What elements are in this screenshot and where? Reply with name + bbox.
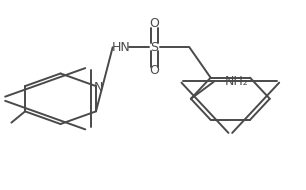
- Text: NH₂: NH₂: [225, 75, 249, 88]
- Text: O: O: [150, 64, 159, 77]
- Text: HN: HN: [112, 41, 131, 54]
- Text: S: S: [151, 41, 159, 54]
- Text: O: O: [150, 17, 159, 30]
- Text: N: N: [94, 81, 103, 94]
